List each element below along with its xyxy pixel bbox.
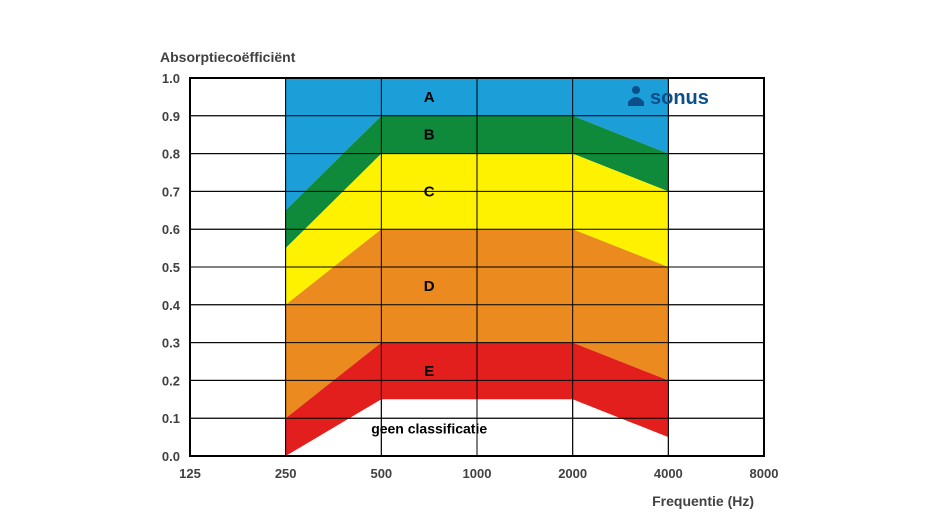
y-tick-label: 0.2 xyxy=(162,373,180,388)
y-tick-label: 0.0 xyxy=(162,449,180,464)
y-tick-label: 0.6 xyxy=(162,222,180,237)
y-tick-label: 0.1 xyxy=(162,411,180,426)
y-axis-title: Absorptiecoëfficiënt xyxy=(160,49,296,65)
brand-text: sonus xyxy=(650,87,709,109)
y-tick-label: 0.3 xyxy=(162,336,180,351)
band-label-B: B xyxy=(424,127,435,144)
x-tick-label: 500 xyxy=(370,466,392,481)
band-label-A: A xyxy=(424,89,435,106)
brand-icon xyxy=(632,86,640,94)
x-tick-label: 125 xyxy=(179,466,201,481)
y-tick-label: 0.7 xyxy=(162,184,180,199)
band-label-E: E xyxy=(424,363,434,380)
y-tick-label: 0.9 xyxy=(162,109,180,124)
no-classification-label: geen classificatie xyxy=(371,421,487,437)
y-tick-label: 0.4 xyxy=(162,298,181,313)
band-label-C: C xyxy=(424,183,435,200)
x-tick-label: 1000 xyxy=(463,466,492,481)
band-label-D: D xyxy=(424,278,435,295)
y-tick-label: 0.8 xyxy=(162,147,180,162)
x-tick-label: 2000 xyxy=(558,466,587,481)
x-axis-title: Frequentie (Hz) xyxy=(652,493,754,509)
x-tick-label: 4000 xyxy=(654,466,683,481)
x-tick-label: 250 xyxy=(275,466,297,481)
absorption-chart: Absorptiecoëfficiënt A B C D Egeen classifica… xyxy=(0,0,937,527)
grid-overlay xyxy=(190,78,764,456)
y-tick-label: 1.0 xyxy=(162,71,180,86)
x-tick-label: 8000 xyxy=(750,466,779,481)
y-tick-label: 0.5 xyxy=(162,260,180,275)
